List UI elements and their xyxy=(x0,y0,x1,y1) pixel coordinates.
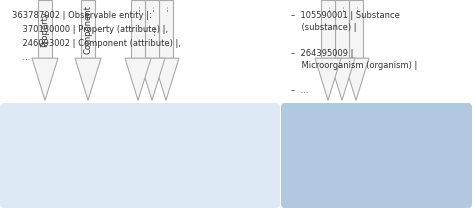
Polygon shape xyxy=(131,0,145,58)
Text: ...: ... xyxy=(147,24,157,34)
Text: –  105590001 | Substance
    (substance) |

–  264395009 |
    Microorganism (or: – 105590001 | Substance (substance) | – … xyxy=(291,11,418,95)
Polygon shape xyxy=(153,58,179,100)
Text: Property: Property xyxy=(40,11,49,47)
FancyBboxPatch shape xyxy=(281,103,472,208)
Polygon shape xyxy=(145,0,159,58)
Text: ...: ... xyxy=(134,4,143,11)
Polygon shape xyxy=(32,58,58,100)
Polygon shape xyxy=(125,58,151,100)
Polygon shape xyxy=(329,58,355,100)
Polygon shape xyxy=(343,58,369,100)
Polygon shape xyxy=(81,0,95,58)
Text: ...: ... xyxy=(337,4,346,11)
Polygon shape xyxy=(321,0,335,58)
Polygon shape xyxy=(139,58,165,100)
Text: ...: ... xyxy=(323,4,332,11)
Text: 363787002 | Observable entity |:
    370130000 | Property (attribute) |,
    246: 363787002 | Observable entity |: 3701300… xyxy=(12,11,181,62)
Polygon shape xyxy=(38,0,52,58)
Text: Component: Component xyxy=(83,5,92,54)
FancyBboxPatch shape xyxy=(0,103,280,208)
Text: ...: ... xyxy=(147,4,156,11)
Text: ...: ... xyxy=(162,4,171,11)
Polygon shape xyxy=(75,58,101,100)
Text: ...: ... xyxy=(352,4,361,11)
Polygon shape xyxy=(335,0,349,58)
Polygon shape xyxy=(315,58,341,100)
Polygon shape xyxy=(349,0,363,58)
Polygon shape xyxy=(159,0,173,58)
